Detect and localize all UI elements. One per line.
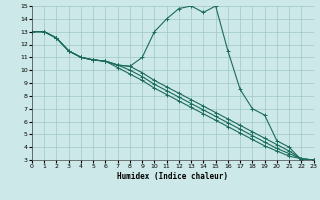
X-axis label: Humidex (Indice chaleur): Humidex (Indice chaleur) [117, 172, 228, 181]
